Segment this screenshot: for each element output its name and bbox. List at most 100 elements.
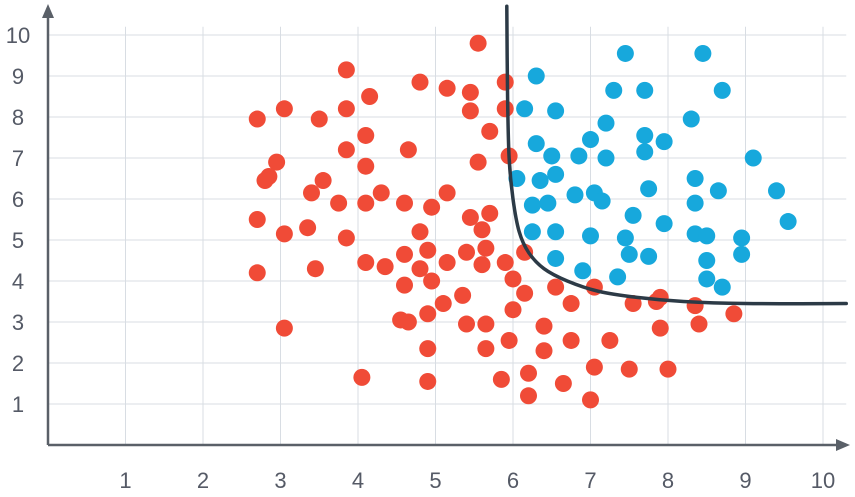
red-point bbox=[624, 295, 642, 313]
red-point bbox=[399, 313, 417, 331]
red-point bbox=[396, 276, 413, 294]
red-point bbox=[473, 221, 491, 239]
blue-point bbox=[698, 252, 716, 269]
blue-point bbox=[523, 196, 541, 214]
x-tick-label: 3 bbox=[274, 468, 286, 493]
red-point bbox=[520, 364, 537, 382]
red-point bbox=[535, 317, 553, 335]
red-point bbox=[411, 223, 429, 241]
red-point bbox=[275, 319, 293, 337]
red-point bbox=[357, 194, 375, 212]
y-tick-label: 8 bbox=[12, 105, 24, 130]
blue-point bbox=[531, 172, 549, 190]
blue-point bbox=[609, 268, 627, 286]
red-point bbox=[469, 153, 487, 171]
red-point bbox=[275, 225, 293, 243]
red-point bbox=[477, 239, 495, 257]
blue-point bbox=[597, 149, 615, 167]
blue-point bbox=[744, 149, 762, 167]
red-point bbox=[357, 157, 375, 175]
red-point bbox=[275, 100, 293, 118]
red-point bbox=[419, 305, 437, 323]
red-point bbox=[469, 34, 487, 52]
blue-point bbox=[593, 192, 611, 210]
blue-point bbox=[655, 133, 673, 151]
blue-point bbox=[686, 194, 704, 212]
y-tick-label: 9 bbox=[12, 64, 24, 89]
blue-point bbox=[694, 44, 712, 62]
red-point bbox=[299, 219, 317, 237]
red-point bbox=[438, 254, 456, 272]
red-point bbox=[337, 61, 355, 79]
red-point bbox=[337, 229, 355, 247]
x-tick-label: 9 bbox=[739, 468, 751, 493]
y-tick-label: 5 bbox=[12, 228, 24, 253]
tick-labels: 1 2 3 4 5 6 7 8 9 10 1 2 3 4 5 6 7 8 9 10 bbox=[6, 23, 835, 493]
red-point bbox=[481, 122, 499, 140]
blue-point bbox=[698, 227, 716, 245]
decision-boundary bbox=[505, 4, 848, 306]
blue-point bbox=[527, 67, 545, 85]
x-tick-label: 2 bbox=[197, 468, 209, 493]
red-point bbox=[423, 198, 441, 216]
red-point bbox=[461, 102, 479, 120]
red-point bbox=[434, 295, 452, 313]
red-point bbox=[496, 254, 514, 272]
blue-point bbox=[620, 245, 638, 263]
data-points bbox=[248, 34, 797, 409]
red-point bbox=[651, 288, 669, 306]
blue-point bbox=[547, 102, 565, 120]
red-point bbox=[461, 208, 479, 226]
red-point bbox=[504, 270, 522, 288]
red-point bbox=[419, 340, 437, 358]
y-axis-arrow bbox=[42, 4, 54, 18]
red-point bbox=[725, 305, 743, 323]
red-point bbox=[651, 319, 669, 337]
red-point bbox=[562, 295, 580, 313]
red-point bbox=[461, 83, 479, 101]
red-point bbox=[500, 331, 518, 349]
red-point bbox=[458, 243, 475, 261]
red-point bbox=[337, 100, 355, 118]
blue-point bbox=[698, 270, 716, 288]
blue-point bbox=[570, 147, 588, 165]
red-point bbox=[337, 141, 355, 159]
red-point bbox=[554, 375, 572, 392]
red-point bbox=[306, 260, 324, 278]
blue-point bbox=[733, 229, 751, 247]
red-point bbox=[411, 73, 429, 91]
blue-point bbox=[605, 81, 623, 99]
red-point bbox=[438, 79, 456, 97]
red-point bbox=[520, 387, 537, 405]
red-point bbox=[659, 360, 677, 378]
blue-point bbox=[768, 182, 785, 200]
red-point bbox=[419, 372, 437, 390]
blue-point bbox=[713, 278, 731, 296]
blue-point bbox=[582, 227, 599, 245]
blue-point bbox=[597, 114, 615, 132]
blue-point bbox=[539, 194, 557, 212]
blue-point bbox=[547, 223, 565, 241]
red-point bbox=[454, 286, 472, 304]
red-point bbox=[516, 284, 534, 302]
red-point bbox=[303, 184, 320, 202]
axes bbox=[42, 4, 850, 451]
blue-point bbox=[516, 100, 534, 118]
red-point bbox=[481, 204, 499, 222]
blue-point bbox=[713, 81, 731, 99]
blue-point bbox=[616, 229, 634, 247]
red-point bbox=[686, 297, 704, 315]
x-tick-label: 10 bbox=[811, 468, 835, 493]
blue-point bbox=[733, 245, 751, 263]
red-point bbox=[314, 172, 332, 190]
red-point bbox=[473, 256, 491, 274]
red-point bbox=[376, 258, 394, 276]
red-point bbox=[496, 73, 514, 91]
red-point bbox=[438, 184, 456, 202]
red-point bbox=[492, 370, 510, 388]
red-point bbox=[690, 315, 708, 333]
blue-point bbox=[686, 170, 704, 187]
y-tick-label: 4 bbox=[12, 269, 24, 294]
blue-point bbox=[636, 126, 654, 144]
blue-point bbox=[640, 247, 658, 265]
